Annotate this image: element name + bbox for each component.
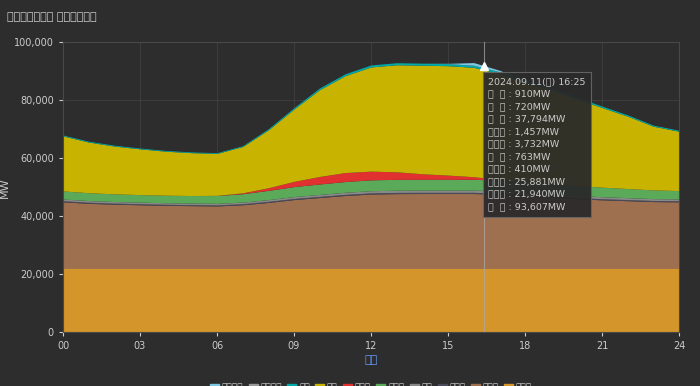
X-axis label: 시간: 시간 [365,355,377,365]
Y-axis label: MW: MW [0,177,10,198]
Text: 2024.09.11(수) 16:25
양  수 : 910MW
수  력 : 720MW
가  스 : 37,794MW
태양광 : 1,457MW
신재생 : 2024.09.11(수) 16:25 양 수 : 910MW 수 력 : 72… [489,77,586,211]
Text: 발전원별실시간 전력수급현황: 발전원별실시간 전력수급현황 [7,12,97,22]
Legend: 양수발전, 양수펌핑, 수력, 가스, 태양광, 신재생, 유류, 국내탄, 유연탄, 원자력: 양수발전, 양수펌핑, 수력, 가스, 태양광, 신재생, 유류, 국내탄, 유… [206,380,536,386]
